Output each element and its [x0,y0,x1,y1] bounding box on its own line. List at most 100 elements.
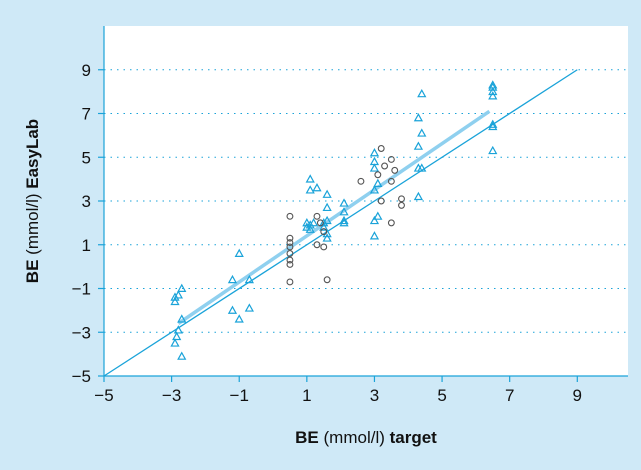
circle-point-21 [377,197,385,205]
triangle-point-48 [413,191,424,201]
triangle-point-12 [244,303,254,312]
triangle-point-7 [177,314,187,323]
circle-point-0 [286,212,294,220]
triangle-point-55 [488,145,498,155]
triangle-point-16 [305,220,315,229]
triangle-point-45 [413,141,424,150]
triangle-point-22 [312,183,322,192]
circle-point-22 [387,219,395,227]
circle-point-6 [286,260,294,268]
triangle-point-54 [488,121,498,131]
triangle-point-31 [339,207,349,216]
triangle-point-15 [302,222,312,231]
x-tick-label-3: 1 [302,386,311,405]
triangle-point-8 [177,351,187,360]
triangle-point-28 [322,228,332,238]
x-tick-label-7: 9 [573,386,582,405]
x-tick-label-1: −3 [162,386,181,405]
triangle-point-1 [170,296,180,306]
triangle-point-17 [302,218,312,227]
y-tick-label-7: 9 [82,61,91,80]
circle-point-18 [387,155,395,163]
circle-point-19 [391,166,399,174]
triangle-point-2 [173,290,183,299]
x-tick-label-6: 7 [505,386,514,405]
triangle-point-36 [369,163,380,172]
circle-point-17 [381,162,389,170]
triangle-point-13 [227,305,238,314]
y-tick-label-0: −5 [72,367,91,386]
circle-point-15 [377,145,385,152]
circle-point-4 [286,250,294,257]
circle-point-2 [286,239,294,247]
triangle-point-19 [308,218,319,227]
data-points [170,80,498,360]
regression-line [177,109,491,325]
circle-point-7 [286,278,294,286]
y-tick-labels: −5 −3 −1 1 3 5 7 9 [72,61,104,386]
triangle-point-11 [244,274,254,284]
triangle-point-41 [369,231,380,240]
x-axis-label-prefix: BE [295,428,319,447]
circle-point-1 [286,234,294,242]
triangle-point-51 [488,86,498,96]
triangle-point-10 [234,248,244,257]
y-tick-label-6: 7 [82,105,91,124]
y-axis-label: BE (mmol/l) EasyLab [23,119,42,283]
triangle-point-5 [172,331,182,341]
circle-point-10 [320,243,328,251]
x-axis-label: BE (mmol/l) target [295,428,437,447]
circle-point-14 [357,177,365,185]
triangle-point-43 [413,113,424,122]
triangle-point-4 [173,325,183,334]
x-tick-label-4: 3 [370,386,379,405]
x-tick-label-2: −1 [230,386,249,405]
triangle-point-38 [369,185,380,194]
circle-point-20 [387,177,395,185]
x-axis-label-suffix: target [390,428,438,447]
circle-point-12 [316,219,324,227]
y-tick-label-1: −3 [72,323,91,342]
circle-point-24 [398,201,405,209]
y-tick-label-2: −1 [72,280,91,299]
triangle-point-9 [227,274,238,284]
triangle-point-47 [417,163,427,172]
y-tick-label-4: 3 [82,192,91,211]
triangle-point-37 [373,178,383,187]
triangle-point-33 [339,218,349,227]
circle-point-8 [313,212,321,220]
triangle-point-18 [305,224,315,233]
y-axis-label-prefix: BE [23,260,42,284]
circle-point-5 [286,256,294,264]
circle-point-13 [320,228,328,236]
x-axis-label-unit: (mmol/l) [319,428,390,447]
triangle-point-27 [319,222,329,231]
y-tick-label-5: 5 [82,148,91,167]
triangle-point-52 [488,91,498,100]
triangle-point-50 [488,82,498,91]
triangle-point-32 [339,215,349,225]
triangle-point-3 [177,283,187,292]
y-tick-label-3: 1 [82,236,91,255]
triangle-point-30 [339,198,349,207]
triangle-point-26 [322,215,332,225]
triangle-point-24 [322,202,332,212]
triangle-point-21 [305,174,315,183]
triangle-point-14 [234,314,244,323]
triangle-point-0 [170,292,180,301]
x-tick-label-5: 5 [437,386,446,405]
circle-point-9 [313,241,321,249]
grid-lines [104,69,628,333]
y-axis-label-suffix: EasyLab [23,119,42,189]
triangle-point-40 [369,215,380,225]
triangle-point-29 [322,233,332,242]
triangle-point-20 [305,185,315,194]
triangle-point-6 [170,338,180,347]
circle-point-16 [374,171,382,179]
triangle-point-39 [373,211,383,220]
x-tick-label-0: −5 [94,386,113,405]
triangle-point-44 [417,128,427,137]
x-tick-labels: −5 −3 −1 1 3 5 7 9 [94,376,582,405]
